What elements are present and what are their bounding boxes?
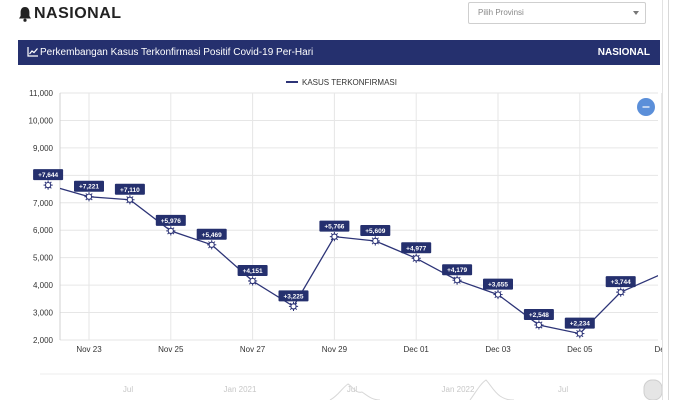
data-label-box — [319, 220, 350, 232]
x-tick-label: Nov 25 — [158, 345, 184, 354]
x-tick-label: Nov 27 — [240, 345, 266, 354]
province-select[interactable]: Pilih Provinsi — [468, 2, 646, 24]
y-tick-label: 5,000 — [33, 254, 54, 263]
navigator-series — [329, 379, 515, 401]
data-point-marker[interactable] — [166, 226, 176, 236]
data-label-box — [33, 169, 64, 181]
data-label: +7,221 — [79, 184, 99, 191]
data-label: +5,609 — [365, 228, 385, 235]
data-label: +2,234 — [570, 321, 590, 328]
x-tick-label: Dec 03 — [485, 345, 511, 354]
y-tick-label: 3,000 — [33, 309, 54, 318]
bell-icon — [19, 7, 31, 22]
data-label-box — [401, 242, 432, 254]
brand: NASIONAL — [18, 5, 122, 23]
data-point-marker[interactable] — [125, 195, 135, 205]
x-tick-label: Nov 29 — [322, 345, 348, 354]
data-label: +3,225 — [283, 293, 303, 300]
data-point-marker[interactable] — [248, 276, 258, 286]
data-point-marker[interactable] — [84, 192, 94, 202]
y-tick-label: 2,000 — [33, 336, 54, 345]
x-tick-label: Dec 01 — [404, 345, 430, 354]
data-label: +3,655 — [488, 282, 508, 289]
data-point-marker[interactable] — [616, 287, 626, 297]
navigator-label: Jul — [558, 385, 568, 394]
navigator-label: Jan 2021 — [224, 385, 257, 394]
data-label-box — [605, 276, 636, 288]
data-label: +7,644 — [38, 172, 58, 179]
navigator-handle[interactable] — [643, 379, 663, 401]
chart-panel-scope: NASIONAL — [597, 47, 650, 58]
data-label: +4,151 — [243, 268, 263, 275]
line-chart: 2,0003,0004,0005,0006,0007,0008,0009,000… — [29, 78, 669, 401]
province-select-value: Pilih Provinsi — [478, 8, 524, 17]
y-tick-label: 4,000 — [33, 281, 54, 290]
data-point-marker[interactable] — [43, 180, 53, 190]
legend-entry[interactable]: KASUS TERKONFIRMASI — [302, 78, 397, 87]
data-label-box — [442, 264, 473, 276]
data-label-box — [278, 290, 309, 302]
data-label: +7,110 — [120, 187, 140, 194]
data-label-box — [483, 278, 513, 290]
data-point-marker[interactable] — [207, 240, 217, 250]
navigator-label: Jul — [347, 385, 357, 394]
line-chart-icon — [27, 47, 38, 57]
data-label-box — [74, 180, 104, 192]
data-label-box — [114, 183, 145, 195]
data-label: +2,548 — [529, 312, 549, 319]
data-point-marker[interactable] — [288, 301, 299, 311]
navigator-label: Jan 2022 — [442, 385, 475, 394]
data-point-marker[interactable] — [534, 320, 544, 330]
data-label: +5,469 — [202, 232, 222, 239]
data-label: +5,766 — [324, 224, 344, 231]
navigator-label: Jul — [123, 385, 133, 394]
y-tick-label: 7,000 — [33, 199, 54, 208]
data-label: +5,976 — [161, 218, 181, 225]
top-bar: NASIONAL Pilih Provinsi — [0, 0, 681, 38]
x-tick-label: Nov 23 — [76, 345, 102, 354]
data-point-marker[interactable] — [575, 328, 585, 339]
chart-panel-title: Perkembangan Kasus Terkonfirmasi Positif… — [40, 47, 314, 58]
y-tick-label: 10,000 — [29, 116, 54, 125]
data-label-box — [523, 308, 554, 320]
data-label: +4,977 — [406, 245, 426, 252]
data-label-box — [360, 224, 391, 236]
data-label: +4,179 — [447, 267, 467, 274]
data-point-marker[interactable] — [452, 275, 462, 285]
chart-area: 2,0003,0004,0005,0006,0007,0008,0009,000… — [0, 66, 669, 401]
chevron-down-icon — [633, 11, 639, 15]
data-label-box — [196, 228, 227, 240]
data-label-box — [155, 214, 186, 226]
data-label: +3,744 — [611, 279, 631, 286]
divider — [668, 0, 669, 400]
chart-panel-header: Perkembangan Kasus Terkonfirmasi Positif… — [18, 40, 660, 65]
y-tick-label: 6,000 — [33, 226, 54, 235]
x-tick-label: Dec 05 — [567, 345, 593, 354]
data-point-marker[interactable] — [370, 236, 380, 246]
data-label-box — [564, 317, 595, 329]
x-tick-label: Dec — [654, 345, 662, 354]
data-point-marker[interactable] — [411, 253, 421, 263]
data-point-marker[interactable] — [329, 232, 339, 242]
data-label-box — [237, 264, 268, 276]
brand-title: NASIONAL — [34, 5, 122, 22]
y-tick-label: 11,000 — [29, 89, 53, 98]
y-tick-label: 9,000 — [33, 144, 54, 153]
data-point-marker[interactable] — [493, 289, 503, 300]
divider — [662, 0, 663, 400]
